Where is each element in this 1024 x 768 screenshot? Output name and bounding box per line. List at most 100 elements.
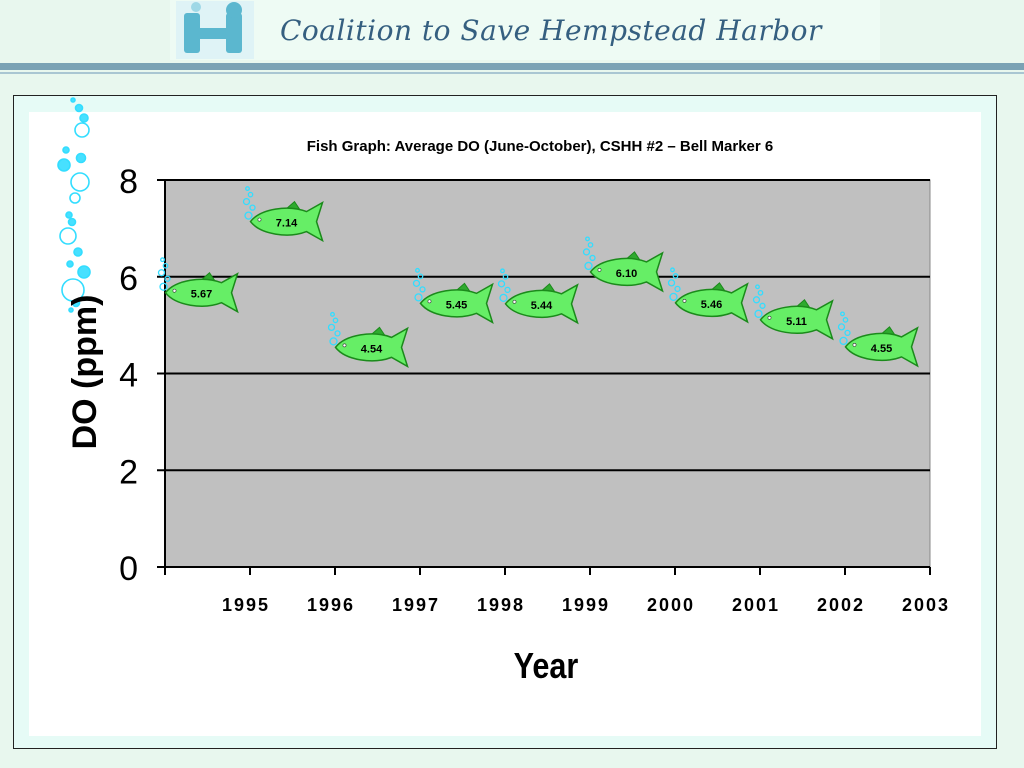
- y-axis-title: DO (ppm): [66, 295, 104, 450]
- fish-icon: [589, 251, 664, 293]
- x-tick-label: 1998: [477, 595, 525, 615]
- fish-marker: 4.54: [327, 311, 409, 368]
- bubble-icon: [674, 285, 681, 293]
- bubble-icon: [160, 257, 165, 263]
- bubble-icon: [73, 247, 83, 257]
- bubble-icon: [329, 337, 338, 346]
- x-tick-labels: 1995 1996 1997 1998 1999 2000 2001 2002 2003: [222, 595, 950, 615]
- bubble-icon: [67, 217, 77, 227]
- bubble-icon: [837, 323, 846, 331]
- bubble-icon: [584, 261, 593, 271]
- bubble-icon: [66, 260, 74, 268]
- bubble-icon: [844, 329, 851, 337]
- bubble-icon: [244, 211, 253, 220]
- data-label: 7.14: [276, 218, 298, 230]
- bubble-icon: [327, 323, 336, 332]
- gridlines: [165, 179, 930, 472]
- bubble-icon: [162, 262, 169, 269]
- fish-icon: [164, 272, 239, 314]
- x-tick-label: 2000: [647, 595, 695, 615]
- fish-eye: [767, 315, 772, 320]
- bubble-icon: [69, 192, 81, 204]
- x-tick-label: 1996: [307, 595, 355, 615]
- organization-name: Coalition to Save Hempstead Harbor: [280, 13, 822, 47]
- bubble-icon: [242, 197, 251, 206]
- bubble-icon: [504, 286, 511, 293]
- bubble-icon: [249, 204, 256, 211]
- data-label: 5.46: [701, 299, 722, 311]
- bubble-icon: [667, 279, 676, 287]
- fish-eye: [342, 343, 347, 348]
- bubble-icon: [412, 279, 421, 288]
- axes: [157, 179, 931, 575]
- x-tick-label: 2002: [817, 595, 865, 615]
- fish-marker: 5.44: [497, 268, 579, 325]
- bubble-icon: [57, 158, 71, 172]
- x-tick-label: 1995: [222, 595, 270, 615]
- fish-marker: 7.14: [242, 186, 324, 243]
- bubble-icon: [62, 146, 70, 154]
- bubble-icon: [582, 248, 591, 256]
- bubble-icon: [65, 211, 73, 219]
- decorative-bubbles: [57, 97, 91, 313]
- bubble-icon: [670, 267, 675, 273]
- bubble-icon: [759, 302, 766, 309]
- fish-marker: 4.55: [837, 311, 919, 368]
- fish-icon: [844, 326, 919, 368]
- fish-icon: [249, 201, 324, 243]
- bubble-icon: [164, 275, 171, 282]
- data-marks: 5.67 7.14 4.54 5.45 5.44 6.10 5.46 5.11 4.55: [157, 186, 919, 368]
- data-label: 5.67: [191, 289, 212, 301]
- bubble-icon: [59, 227, 77, 245]
- bubble-icon: [500, 268, 505, 274]
- bubble-icon: [68, 307, 74, 313]
- fish-marker: 5.67: [157, 257, 239, 314]
- bubble-icon: [414, 293, 423, 302]
- bubble-icon: [840, 311, 845, 317]
- bubble-icon: [755, 284, 760, 290]
- fish-eye: [427, 299, 432, 304]
- banner-rule-thin: [0, 72, 1024, 74]
- bubble-icon: [245, 186, 250, 192]
- y-tick-label: 8: [119, 163, 138, 201]
- bubble-icon: [669, 292, 678, 302]
- bubble-icon: [330, 311, 335, 317]
- bubble-icon: [74, 103, 84, 113]
- bubble-icon: [159, 282, 168, 291]
- bubble-icon: [842, 317, 849, 323]
- y-tick-label: 0: [119, 550, 138, 588]
- chart-title: Fish Graph: Average DO (June-October), C…: [307, 138, 774, 155]
- fish-icon: [504, 283, 579, 325]
- y-tick-label: 4: [119, 357, 138, 395]
- bubble-icon: [839, 336, 848, 346]
- data-label: 4.54: [361, 343, 383, 355]
- x-axis-title: Year: [514, 647, 579, 687]
- bubble-icon: [585, 236, 590, 242]
- bubble-icon: [79, 113, 89, 123]
- x-tick-label: 2003: [902, 595, 950, 615]
- fish-icon: [419, 282, 494, 324]
- x-tick-label: 1997: [392, 595, 440, 615]
- fish-eye: [852, 342, 857, 347]
- fish-marker: 5.45: [412, 267, 494, 324]
- fish-eye: [682, 298, 687, 303]
- fish-marker: 5.46: [667, 267, 749, 324]
- bubble-icon: [157, 269, 166, 277]
- bubble-icon: [497, 280, 506, 288]
- x-tick-label: 2001: [732, 595, 780, 615]
- bubble-icon: [587, 242, 594, 248]
- bubble-icon: [74, 122, 90, 138]
- logo-icon: [176, 1, 254, 59]
- bubble-icon: [71, 298, 81, 308]
- bubble-icon: [334, 330, 341, 337]
- bubble-icon: [70, 172, 90, 192]
- bubble-icon: [754, 309, 763, 318]
- data-label: 5.11: [786, 316, 807, 328]
- banner-rule: [0, 63, 1024, 70]
- data-label: 4.55: [871, 343, 892, 355]
- y-tick-label: 2: [119, 453, 138, 491]
- bubble-icon: [415, 267, 420, 273]
- data-label: 5.44: [531, 300, 553, 312]
- bubble-icon: [589, 254, 596, 262]
- data-label: 5.45: [446, 299, 467, 311]
